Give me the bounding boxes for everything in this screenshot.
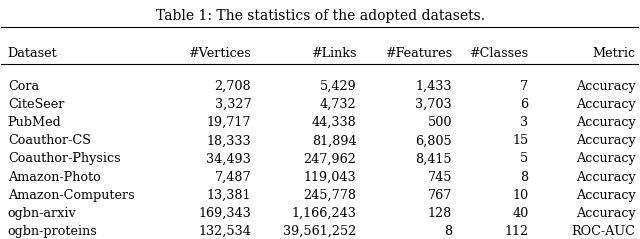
Text: #Vertices: #Vertices	[188, 47, 251, 60]
Text: 7: 7	[520, 80, 529, 93]
Text: 1,166,243: 1,166,243	[291, 207, 356, 220]
Text: 6,805: 6,805	[415, 134, 452, 147]
Text: 8: 8	[520, 171, 529, 184]
Text: Accuracy: Accuracy	[575, 189, 636, 202]
Text: 19,717: 19,717	[207, 116, 251, 129]
Text: 34,493: 34,493	[207, 152, 251, 165]
Text: 6: 6	[520, 98, 529, 111]
Text: 132,534: 132,534	[198, 225, 251, 238]
Text: 10: 10	[512, 189, 529, 202]
Text: 8: 8	[444, 225, 452, 238]
Text: Amazon-Photo: Amazon-Photo	[8, 171, 100, 184]
Text: 40: 40	[512, 207, 529, 220]
Text: 247,962: 247,962	[303, 152, 356, 165]
Text: 5: 5	[520, 152, 529, 165]
Text: 3,327: 3,327	[214, 98, 251, 111]
Text: 5,429: 5,429	[319, 80, 356, 93]
Text: Dataset: Dataset	[8, 47, 58, 60]
Text: Coauthor-Physics: Coauthor-Physics	[8, 152, 120, 165]
Text: PubMed: PubMed	[8, 116, 61, 129]
Text: 15: 15	[512, 134, 529, 147]
Text: Amazon-Computers: Amazon-Computers	[8, 189, 134, 202]
Text: Accuracy: Accuracy	[575, 152, 636, 165]
Text: ROC-AUC: ROC-AUC	[572, 225, 636, 238]
Text: #Features: #Features	[385, 47, 452, 60]
Text: Accuracy: Accuracy	[575, 171, 636, 184]
Text: 18,333: 18,333	[207, 134, 251, 147]
Text: 44,338: 44,338	[312, 116, 356, 129]
Text: #Links: #Links	[311, 47, 356, 60]
Text: 500: 500	[428, 116, 452, 129]
Text: 7,487: 7,487	[214, 171, 251, 184]
Text: 245,778: 245,778	[303, 189, 356, 202]
Text: CiteSeer: CiteSeer	[8, 98, 64, 111]
Text: Accuracy: Accuracy	[575, 80, 636, 93]
Text: Coauthor-CS: Coauthor-CS	[8, 134, 91, 147]
Text: 8,415: 8,415	[415, 152, 452, 165]
Text: 13,381: 13,381	[207, 189, 251, 202]
Text: 3: 3	[520, 116, 529, 129]
Text: Accuracy: Accuracy	[575, 98, 636, 111]
Text: Accuracy: Accuracy	[575, 134, 636, 147]
Text: 81,894: 81,894	[312, 134, 356, 147]
Text: 4,732: 4,732	[320, 98, 356, 111]
Text: 119,043: 119,043	[304, 171, 356, 184]
Text: #Classes: #Classes	[469, 47, 529, 60]
Text: Accuracy: Accuracy	[575, 116, 636, 129]
Text: 39,561,252: 39,561,252	[283, 225, 356, 238]
Text: 128: 128	[428, 207, 452, 220]
Text: 745: 745	[428, 171, 452, 184]
Text: ogbn-arxiv: ogbn-arxiv	[8, 207, 77, 220]
Text: 2,708: 2,708	[214, 80, 251, 93]
Text: 169,343: 169,343	[198, 207, 251, 220]
Text: Table 1: The statistics of the adopted datasets.: Table 1: The statistics of the adopted d…	[156, 9, 484, 23]
Text: 112: 112	[504, 225, 529, 238]
Text: ogbn-proteins: ogbn-proteins	[8, 225, 97, 238]
Text: Metric: Metric	[592, 47, 636, 60]
Text: 1,433: 1,433	[415, 80, 452, 93]
Text: Accuracy: Accuracy	[575, 207, 636, 220]
Text: 767: 767	[428, 189, 452, 202]
Text: 3,703: 3,703	[415, 98, 452, 111]
Text: Cora: Cora	[8, 80, 39, 93]
